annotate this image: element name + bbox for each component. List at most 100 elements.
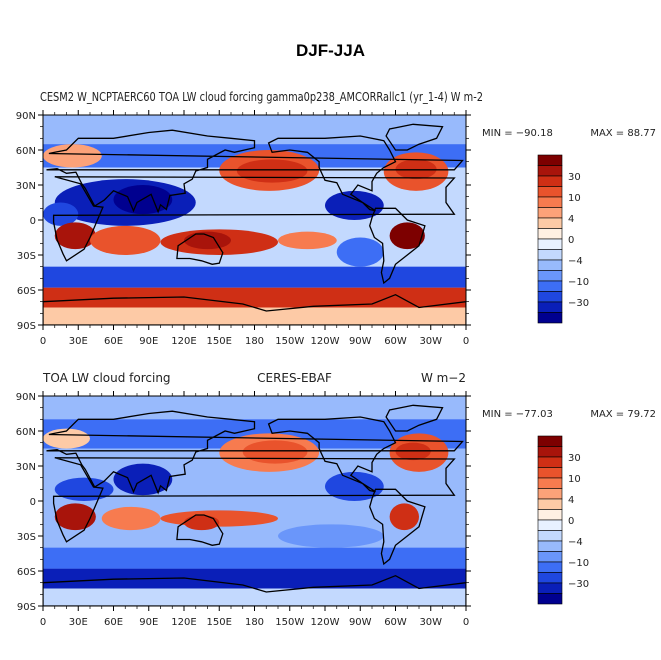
field-region [43, 144, 102, 168]
colorbar-box [537, 228, 563, 240]
y-tick-label: 90S [17, 602, 36, 613]
colorbar-box [537, 238, 563, 250]
panel-units-label: W m−2 [421, 371, 466, 385]
y-tick-label: 90S [17, 321, 36, 332]
y-tick-label: 30N [16, 181, 36, 192]
y-tick-label: 30N [16, 462, 36, 473]
max-value: MAX = 79.72 [590, 409, 656, 420]
colorbar-label: −30 [568, 579, 589, 590]
colorbar-box [537, 467, 563, 479]
y-tick-label: 60S [17, 567, 36, 578]
colorbar-box [537, 301, 563, 313]
x-tick-label: 30W [419, 336, 442, 347]
coastline [43, 574, 466, 606]
field-region [242, 440, 308, 464]
x-tick-label: 180 [245, 336, 264, 347]
colorbar-box [537, 207, 563, 219]
field-region [278, 524, 384, 548]
x-tick-label: 120W [311, 336, 340, 347]
field-region [325, 190, 384, 221]
coastline [385, 404, 444, 432]
field-region [160, 510, 278, 527]
colorbar-label: 10 [568, 474, 581, 485]
map-area [43, 115, 466, 325]
colorbar-box [537, 270, 563, 282]
x-tick-label: 180 [245, 617, 264, 628]
colorbar-label: −10 [568, 558, 589, 569]
x-tick-label: 150W [275, 336, 304, 347]
field-region [43, 287, 466, 308]
x-tick-label: 120W [311, 617, 340, 628]
colorbar-label: 30 [568, 172, 581, 183]
field-region [54, 477, 114, 502]
y-tick-label: 60N [16, 146, 36, 157]
colorbar-box [537, 312, 563, 324]
coastline [46, 410, 464, 495]
colorbar-box [537, 456, 563, 468]
main-title: DJF-JJA [296, 41, 365, 60]
x-tick-label: 90E [139, 336, 158, 347]
y-tick-label: 0 [30, 216, 36, 227]
coastline [369, 207, 426, 285]
colorbar-label: −10 [568, 277, 589, 288]
x-tick-label: 150E [207, 336, 232, 347]
x-tick-label: 120E [171, 336, 196, 347]
x-tick-label: 150E [207, 617, 232, 628]
field-region [184, 515, 220, 531]
colorbar-box [537, 561, 563, 573]
panel-center-label: CERES-EBAF [257, 371, 332, 385]
y-tick-label: 90N [16, 111, 36, 122]
x-tick-label: 90W [349, 336, 372, 347]
y-tick-label: 90N [16, 392, 36, 403]
field-region [43, 568, 466, 589]
colorbar-box [537, 280, 563, 292]
coastline [46, 129, 464, 214]
min-value: MIN = −77.03 [482, 409, 553, 420]
x-tick-label: 30W [419, 617, 442, 628]
field-region [325, 471, 384, 501]
colorbar-box [537, 249, 563, 261]
x-tick-label: 60W [384, 336, 407, 347]
field-region [43, 115, 466, 145]
colorbar-box [537, 551, 563, 563]
y-tick-label: 30S [17, 251, 36, 262]
coastline [385, 123, 444, 151]
coastline [52, 457, 456, 543]
coastline [369, 488, 426, 566]
y-tick-label: 60N [16, 427, 36, 438]
field-region [43, 307, 466, 325]
colorbar-box [537, 259, 563, 271]
x-tick-label: 0 [40, 617, 46, 628]
x-tick-label: 0 [463, 336, 469, 347]
colorbar-label: −4 [568, 537, 583, 548]
x-tick-label: 60E [104, 336, 123, 347]
colorbar-box [537, 582, 563, 594]
map-area [43, 396, 466, 606]
coastline [176, 233, 224, 265]
colorbar-box [537, 446, 563, 458]
colorbar-box [537, 291, 563, 303]
field-region [336, 237, 384, 267]
panel-label-overlay: CESM2 W_NCPTAERC60 TOA LW cloud forcing … [40, 90, 483, 104]
coastline [52, 176, 456, 262]
colorbar-box [537, 572, 563, 584]
field-region [389, 503, 419, 531]
colorbar-label: −30 [568, 298, 589, 309]
field-region [101, 506, 161, 531]
colorbar-box [537, 519, 563, 531]
y-tick-label: 0 [30, 497, 36, 508]
field-region [43, 266, 466, 288]
coastline [176, 514, 224, 546]
x-tick-label: 30E [69, 336, 88, 347]
colorbar-label: 4 [568, 495, 574, 506]
colorbar-box [537, 165, 563, 177]
x-tick-label: 120E [171, 617, 196, 628]
field-region [43, 547, 466, 569]
colorbar-box [537, 498, 563, 510]
x-tick-label: 90E [139, 617, 158, 628]
x-tick-label: 0 [463, 617, 469, 628]
colorbar-box [537, 530, 563, 542]
field-region [54, 222, 96, 250]
field-region [43, 202, 79, 226]
